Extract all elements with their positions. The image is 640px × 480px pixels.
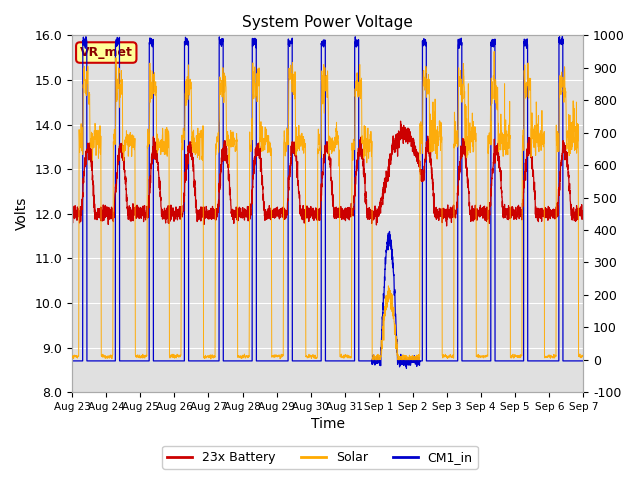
X-axis label: Time: Time [311,418,345,432]
Legend: 23x Battery, Solar, CM1_in: 23x Battery, Solar, CM1_in [163,446,477,469]
Title: System Power Voltage: System Power Voltage [243,15,413,30]
Text: VR_met: VR_met [80,46,132,59]
Y-axis label: Volts: Volts [15,197,29,230]
